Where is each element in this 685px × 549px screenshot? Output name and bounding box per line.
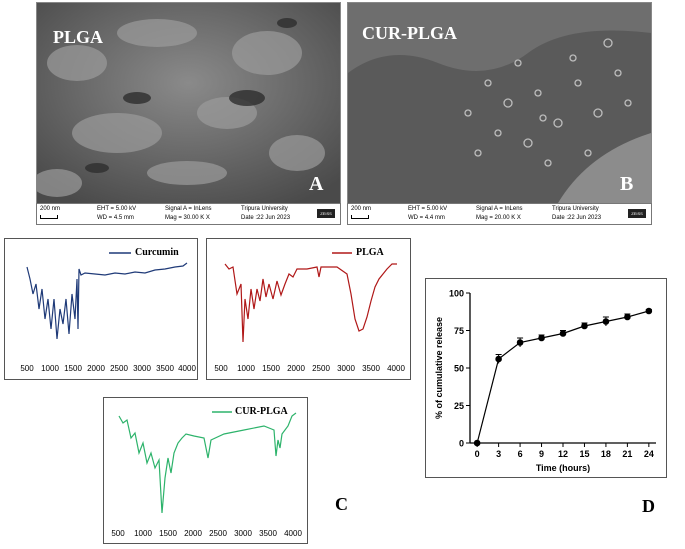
institution: Tripura University <box>552 206 599 212</box>
scale-bar <box>40 215 58 219</box>
y-tick-label: 75 <box>454 326 464 336</box>
scale-bar <box>351 215 369 219</box>
wd-value: WD = 4.5 mm <box>97 215 134 221</box>
sem-label-cur-plga: CUR-PLGA <box>362 23 457 43</box>
legend-label-cur-plga: CUR-PLGA <box>235 406 288 417</box>
y-tick-label: 0 <box>459 439 464 449</box>
panel-letter-a: A <box>309 173 324 195</box>
date-value: Date :22 Jun 2023 <box>552 215 602 221</box>
y-tick-label: 50 <box>454 364 464 374</box>
ftir-spectrum-plga <box>224 252 397 343</box>
x-axis-ticks: 500 1000 1500 2000 2500 3000 3500 4000 <box>111 529 302 538</box>
mag-value: Mag = 20.00 K X <box>476 215 521 221</box>
y-tick-label: 25 <box>454 401 464 411</box>
release-chart: 0 25 50 75 100 0 3 6 9 12 15 18 21 24 Time (hours) % of… <box>434 289 656 473</box>
sem-texture-cur-plga <box>348 3 651 203</box>
ftir-spectrum-cur-plga <box>118 411 297 514</box>
scale-bar-label: 200 nm <box>351 206 372 212</box>
panel-letter-d: D <box>642 496 655 516</box>
mag-value: Mag = 30.00 K X <box>165 215 210 221</box>
sem-info-bar-cur-plga: 200 nm EHT = 5.00 kV WD = 4.4 mm Signal … <box>347 203 652 225</box>
panel-letter-b: B <box>620 173 634 195</box>
panel-letter-c: C <box>335 494 348 514</box>
x-axis-ticks: 500 1000 1500 2000 2500 3000 3500 4000 <box>214 364 405 373</box>
sem-texture-plga <box>37 3 340 203</box>
data-point <box>624 313 631 321</box>
scale-bar-label: 200 nm <box>40 206 61 212</box>
signal-value: Signal A = InLens <box>476 206 523 212</box>
x-axis-ticks: 500 1000 1500 2000 2500 3000 3500 4000 <box>20 364 196 373</box>
signal-value: Signal A = InLens <box>165 206 212 212</box>
legend-label-curcumin: Curcumin <box>135 247 179 258</box>
ftir-panel-plga: PLGA 500 1000 1500 2000 2500 3000 3500 4… <box>206 238 411 380</box>
x-tick-label: 6 <box>518 449 523 459</box>
sem-info-bar-plga: 200 nm EHT = 5.00 kV WD = 4.5 mm Signal … <box>36 203 341 225</box>
x-tick-label: 18 <box>601 449 611 459</box>
data-point <box>559 330 567 337</box>
x-tick-label: 15 <box>579 449 589 459</box>
ftir-spectrum-curcumin <box>26 252 188 340</box>
zeiss-logo: ZEISS <box>317 209 335 218</box>
wd-value: WD = 4.4 mm <box>408 215 445 221</box>
sem-image-plga: PLGA A <box>36 2 341 204</box>
eht-value: EHT = 5.00 kV <box>97 206 137 212</box>
ftir-panel-curcumin: Curcumin 500 1000 1500 2000 2500 3000 35… <box>4 238 198 380</box>
sem-image-cur-plga: CUR-PLGA B <box>347 2 652 204</box>
sem-label-plga: PLGA <box>53 27 104 47</box>
data-point <box>495 355 502 363</box>
date-value: Date :22 Jun 2023 <box>241 215 291 221</box>
y-tick-label: 100 <box>449 289 464 299</box>
zeiss-logo: ZEISS <box>628 209 646 218</box>
x-tick-label: 21 <box>622 449 632 459</box>
data-point <box>538 334 545 342</box>
x-axis-label: Time (hours) <box>536 463 590 473</box>
data-point <box>602 318 610 325</box>
legend-label-plga: PLGA <box>356 247 384 258</box>
y-axis-label: % of cumulative release <box>434 317 444 419</box>
institution: Tripura University <box>241 206 288 212</box>
x-tick-label: 0 <box>475 449 480 459</box>
x-tick-label: 12 <box>558 449 568 459</box>
x-tick-label: 24 <box>644 449 654 459</box>
x-tick-label: 3 <box>496 449 501 459</box>
ftir-panel-cur-plga: CUR-PLGA 500 1000 1500 2000 2500 3000 35… <box>103 397 308 544</box>
data-point <box>581 322 588 330</box>
x-tick-label: 9 <box>539 449 544 459</box>
data-point <box>473 439 481 447</box>
release-chart-frame: 0 25 50 75 100 0 3 6 9 12 15 18 21 24 Time (hours) % of… <box>425 278 667 478</box>
data-point <box>645 307 653 315</box>
data-point <box>516 339 524 346</box>
eht-value: EHT = 5.00 kV <box>408 206 448 212</box>
